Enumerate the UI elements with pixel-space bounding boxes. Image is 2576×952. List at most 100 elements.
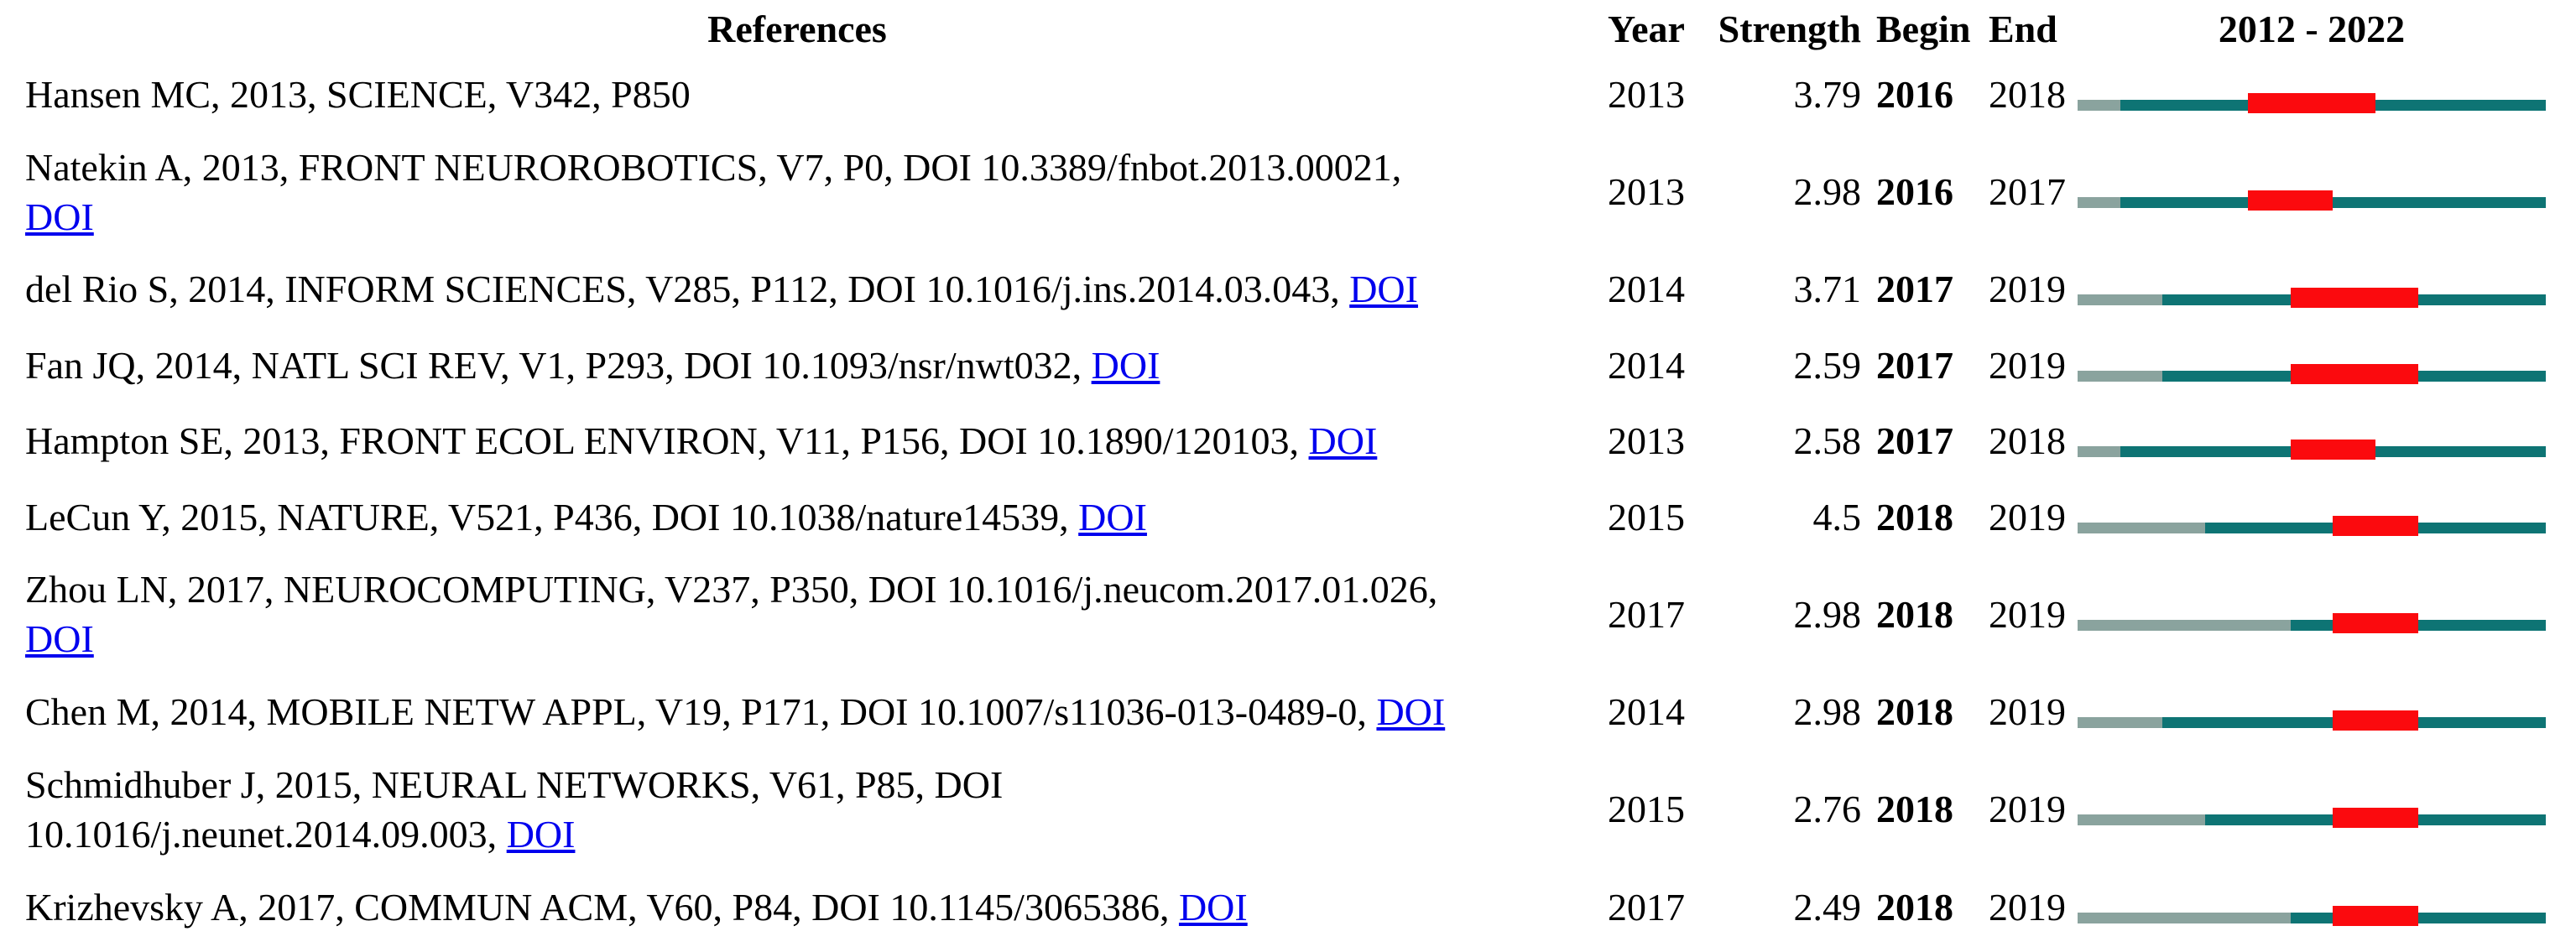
end-value: 2019 <box>1989 268 2066 311</box>
column-header-strength: Strength <box>1718 7 1861 50</box>
reference-text: Fan JQ, 2014, NATL SCI REV, V1, P293, DO… <box>25 343 1092 387</box>
reference-cell: LeCun Y, 2015, NATURE, V521, P436, DOI 1… <box>0 493 1594 543</box>
end-value: 2019 <box>1989 495 2066 538</box>
year-value: 2017 <box>1608 592 1685 636</box>
table-row: Schmidhuber J, 2015, NEURAL NETWORKS, V6… <box>0 752 2576 868</box>
pre-publication-segment <box>2078 522 2206 533</box>
begin-value: 2018 <box>1876 495 1953 538</box>
column-header-begin: Begin <box>1876 7 1971 50</box>
doi-link[interactable]: DOI <box>25 617 94 661</box>
burst-timeline-cell <box>2068 707 2576 731</box>
reference-text: Krizhevsky A, 2017, COMMUN ACM, V60, P84… <box>25 885 1179 929</box>
reference-text: Chen M, 2014, MOBILE NETW APPL, V19, P17… <box>25 690 1377 734</box>
begin-value: 2016 <box>1876 72 1953 116</box>
timeline-bar <box>2078 710 2546 731</box>
timeline-bar <box>2078 440 2546 460</box>
doi-link[interactable]: DOI <box>1178 885 1248 929</box>
timeline-bar <box>2078 515 2546 536</box>
burst-segment <box>2290 440 2376 460</box>
reference-text: Hansen MC, 2013, SCIENCE, V342, P850 <box>25 72 691 116</box>
table-row: Krizhevsky A, 2017, COMMUN ACM, V60, P84… <box>0 871 2576 944</box>
pre-publication-segment <box>2078 294 2163 306</box>
doi-link[interactable]: DOI <box>1349 268 1418 311</box>
end-value: 2019 <box>1989 690 2066 734</box>
strength-value: 2.49 <box>1793 885 1862 929</box>
year-value: 2014 <box>1608 343 1685 387</box>
timeline-bar <box>2078 92 2546 113</box>
table-row: Natekin A, 2013, FRONT NEUROROBOTICS, V7… <box>0 135 2576 251</box>
end-value: 2017 <box>1989 170 2066 214</box>
timeline-bar <box>2078 288 2546 309</box>
burst-timeline-cell <box>2068 804 2576 829</box>
burst-segment <box>2247 92 2376 113</box>
burst-timeline-cell <box>2068 90 2576 113</box>
end-value: 2018 <box>1989 72 2066 116</box>
begin-value: 2018 <box>1876 788 1953 831</box>
doi-link[interactable]: DOI <box>506 812 576 856</box>
strength-value: 2.98 <box>1793 170 1862 214</box>
burst-timeline-cell <box>2068 512 2576 536</box>
end-value: 2019 <box>1989 885 2066 929</box>
reference-text: Hampton SE, 2013, FRONT ECOL ENVIRON, V1… <box>25 419 1309 463</box>
begin-value: 2018 <box>1876 592 1953 636</box>
pre-publication-segment <box>2078 446 2120 458</box>
doi-link[interactable]: DOI <box>1078 495 1147 538</box>
year-value: 2014 <box>1608 690 1685 734</box>
doi-link[interactable]: DOI <box>1376 690 1446 734</box>
end-value: 2019 <box>1989 343 2066 387</box>
burst-timeline-cell <box>2068 903 2576 926</box>
table-row: Chen M, 2014, MOBILE NETW APPL, V19, P17… <box>0 677 2576 749</box>
end-value: 2019 <box>1989 788 2066 831</box>
pre-publication-segment <box>2078 370 2163 382</box>
year-value: 2015 <box>1608 788 1685 831</box>
table-row: Hansen MC, 2013, SCIENCE, V342, P850 201… <box>0 59 2576 131</box>
end-value: 2018 <box>1989 419 2066 463</box>
burst-segment <box>2333 515 2418 536</box>
begin-value: 2017 <box>1876 268 1953 311</box>
burst-segment <box>2333 905 2418 926</box>
reference-text: Zhou LN, 2017, NEUROCOMPUTING, V237, P35… <box>25 568 1438 611</box>
year-value: 2013 <box>1608 72 1685 116</box>
strength-value: 2.98 <box>1793 592 1862 636</box>
strength-value: 3.71 <box>1793 268 1862 311</box>
year-value: 2014 <box>1608 268 1685 311</box>
pre-publication-segment <box>2078 814 2206 826</box>
reference-cell: Hansen MC, 2013, SCIENCE, V342, P850 <box>0 70 1594 120</box>
pre-publication-segment <box>2078 197 2120 209</box>
table-row: del Rio S, 2014, INFORM SCIENCES, V285, … <box>0 254 2576 326</box>
burst-timeline-cell <box>2068 187 2576 211</box>
reference-cell: Chen M, 2014, MOBILE NETW APPL, V19, P17… <box>0 688 1594 737</box>
pre-publication-segment <box>2078 912 2291 923</box>
table-row: Fan JQ, 2014, NATL SCI REV, V1, P293, DO… <box>0 330 2576 402</box>
burst-segment <box>2333 710 2418 731</box>
table-row: Hampton SE, 2013, FRONT ECOL ENVIRON, V1… <box>0 406 2576 478</box>
burst-segment <box>2290 363 2418 384</box>
burst-segment <box>2333 808 2418 829</box>
column-header-references: References <box>707 7 887 50</box>
strength-value: 2.58 <box>1793 419 1862 463</box>
timeline-bar <box>2078 808 2546 829</box>
burst-timeline-cell <box>2068 436 2576 460</box>
year-value: 2013 <box>1608 170 1685 214</box>
timeline-bar <box>2078 612 2546 633</box>
doi-link[interactable]: DOI <box>1308 419 1378 463</box>
table-row: Zhou LN, 2017, NEUROCOMPUTING, V237, P35… <box>0 557 2576 673</box>
doi-link[interactable]: DOI <box>1091 343 1160 387</box>
reference-cell: Zhou LN, 2017, NEUROCOMPUTING, V237, P35… <box>0 565 1594 664</box>
begin-value: 2017 <box>1876 343 1953 387</box>
doi-link[interactable]: DOI <box>25 195 94 238</box>
reference-cell: Krizhevsky A, 2017, COMMUN ACM, V60, P84… <box>0 883 1594 933</box>
pre-publication-segment <box>2078 99 2120 111</box>
begin-value: 2016 <box>1876 170 1953 214</box>
burst-segment <box>2290 288 2418 309</box>
column-header-end: End <box>1989 7 2057 50</box>
reference-cell: Natekin A, 2013, FRONT NEUROROBOTICS, V7… <box>0 143 1594 242</box>
reference-text: del Rio S, 2014, INFORM SCIENCES, V285, … <box>25 268 1350 311</box>
timeline-bar <box>2078 905 2546 926</box>
strength-value: 4.5 <box>1812 495 1862 538</box>
year-value: 2015 <box>1608 495 1685 538</box>
burst-timeline-cell <box>2068 361 2576 384</box>
table-row: LeCun Y, 2015, NATURE, V521, P436, DOI 1… <box>0 481 2576 554</box>
reference-cell: Fan JQ, 2014, NATL SCI REV, V1, P293, DO… <box>0 341 1594 391</box>
